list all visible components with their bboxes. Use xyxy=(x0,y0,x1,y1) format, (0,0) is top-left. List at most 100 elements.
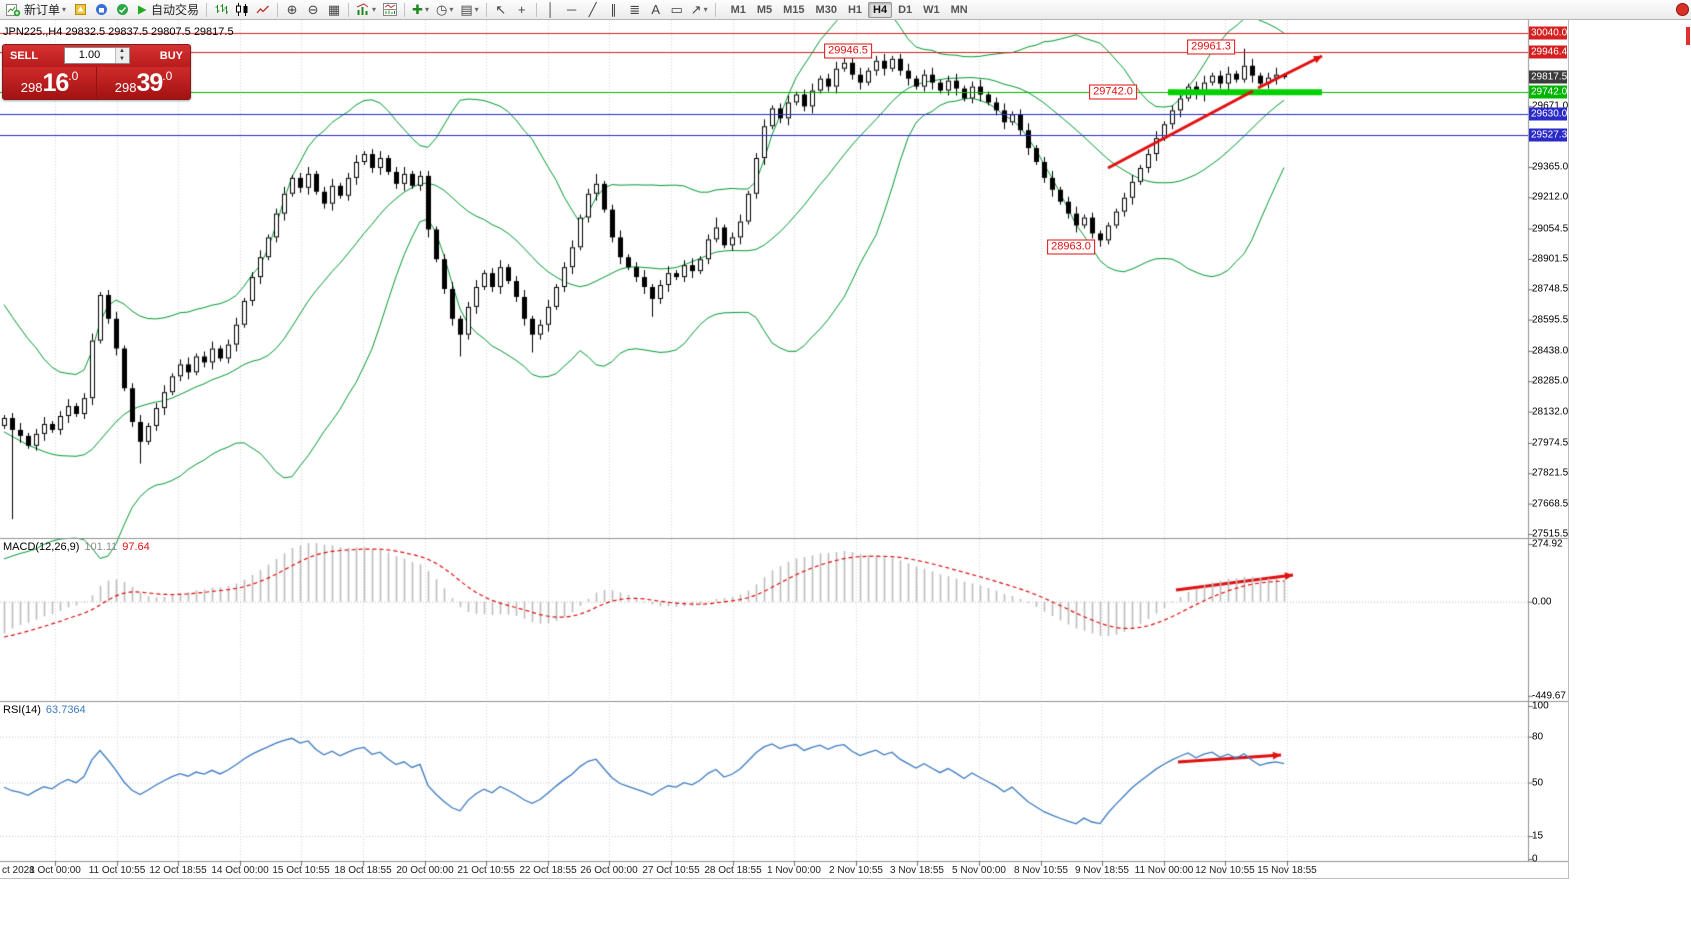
price-annotation[interactable]: 29742.0 xyxy=(1089,84,1137,100)
toolbar-separator xyxy=(485,2,487,17)
toolbar-separator xyxy=(206,2,208,17)
chart-ohlc-title: JPN225.,H4 29832.5 29837.5 29807.5 29817… xyxy=(3,26,234,38)
tf-button-h4[interactable]: H4 xyxy=(868,1,893,18)
toolbar-separator xyxy=(277,2,279,17)
time-axis-label: 14 Oct 00:00 xyxy=(211,865,269,876)
fibonacci-icon: ≣ xyxy=(629,2,641,17)
zoom-in-button[interactable]: ⊕ xyxy=(282,1,302,18)
tile-windows-button[interactable]: ▦ xyxy=(324,1,344,18)
rsi-scale-tick: 15 xyxy=(1532,830,1544,842)
time-axis-label: 3 Nov 18:55 xyxy=(890,865,944,876)
crosshair-button[interactable]: + xyxy=(512,1,532,18)
time-axis-label: 2 Nov 10:55 xyxy=(829,865,883,876)
horizontal-line-button[interactable]: ─ xyxy=(562,1,582,18)
autotrading-button[interactable]: 自动交易 xyxy=(133,1,202,18)
price-scale-tick: 28748.5 xyxy=(1532,283,1569,295)
tf-button-m1[interactable]: M1 xyxy=(726,2,751,18)
price-annotation[interactable]: 29946.5 xyxy=(824,43,872,59)
candlestick-chart-icon xyxy=(235,3,249,16)
channel-button[interactable]: ∥ xyxy=(604,1,624,18)
chart-window-right-border xyxy=(1568,20,1569,878)
rsi-name: RSI(14) xyxy=(3,704,41,716)
price-chart-canvas[interactable] xyxy=(0,20,1568,878)
volume-up-icon[interactable]: ▲ xyxy=(115,48,129,56)
tf-button-mn[interactable]: MN xyxy=(946,2,973,18)
price-scale-tick: 28901.5 xyxy=(1532,253,1569,265)
buy-button[interactable]: 298 39.0 xyxy=(97,67,190,99)
tf-button-w1[interactable]: W1 xyxy=(918,2,945,18)
tf-button-m30[interactable]: M30 xyxy=(811,2,842,18)
rsi-scale-tick: 50 xyxy=(1532,777,1544,788)
tf-button-m5[interactable]: M5 xyxy=(752,2,777,18)
sell-button[interactable]: 298 16.0 xyxy=(3,67,97,99)
time-axis-label: 18 Oct 18:55 xyxy=(334,865,392,876)
sell-label: SELL xyxy=(10,50,39,62)
timeframe-toolbar: M1 M5 M15 M30 H1 H4 D1 W1 MN xyxy=(726,1,973,18)
arrows-button[interactable]: ↗ ▾ xyxy=(688,1,711,18)
fibonacci-button[interactable]: ≣ xyxy=(625,1,645,18)
tf-button-d1[interactable]: D1 xyxy=(893,2,917,18)
cursor-button[interactable]: ↖ xyxy=(491,1,511,18)
bars-chart-button[interactable] xyxy=(211,1,231,18)
price-annotation[interactable]: 28963.0 xyxy=(1047,239,1095,255)
price-line-label: 29630.0 xyxy=(1529,107,1568,121)
toolbar: 新订单 ▾ 自动交易 ⊕ ⊖ ▦ ▾ ✚ ▾ ◷ ▾ ▤ ▾ ↖ + │ ─ ╱ ∥ ≣ A ▭ ↗ ▾ M1 M5 M15 M30 H… xyxy=(0,0,1691,20)
new-chart-icon: ✚ xyxy=(412,2,423,17)
vertical-line-button[interactable]: │ xyxy=(541,1,561,18)
toolbar-separator xyxy=(535,2,537,17)
horizontal-line-icon: ─ xyxy=(567,2,577,17)
indicator-windows-button[interactable] xyxy=(380,1,400,18)
indicator-window-icon xyxy=(383,3,398,16)
trendline-icon: ╱ xyxy=(588,2,597,17)
periods-button[interactable]: ◷ ▾ xyxy=(433,1,456,18)
volume-stepper[interactable]: 1.00 ▲ ▼ xyxy=(63,47,130,64)
price-scale-tick: 29671.0 xyxy=(1532,100,1569,112)
bars-chart-icon xyxy=(214,3,229,16)
tf-button-m15[interactable]: M15 xyxy=(778,2,809,18)
dropdown-arrow-icon: ▾ xyxy=(424,5,429,14)
time-axis-label: 11 Nov 00:00 xyxy=(1134,865,1194,876)
trendline-button[interactable]: ╱ xyxy=(583,1,603,18)
new-chart-button[interactable]: ✚ ▾ xyxy=(409,1,432,18)
label-button[interactable]: ▭ xyxy=(667,1,687,18)
price-scale-tick: 29054.5 xyxy=(1532,223,1569,235)
price-scale-tick: 27821.5 xyxy=(1532,467,1569,479)
price-scale[interactable]: 29671.0 29365.0 29212.0 29054.5 28901.5 28748… xyxy=(1528,20,1568,878)
autotrading-play-icon xyxy=(136,4,148,16)
sell-price-suffix: .0 xyxy=(68,69,79,83)
dropdown-arrow-icon: ▾ xyxy=(474,5,479,14)
market-button[interactable] xyxy=(91,1,111,18)
macd-main-value: 101.11 xyxy=(84,541,118,553)
signals-button[interactable] xyxy=(112,1,132,18)
price-annotation[interactable]: 29961.3 xyxy=(1187,39,1235,55)
arrows-tool-icon: ↗ xyxy=(690,2,702,17)
time-axis-label: 1 Nov 00:00 xyxy=(767,865,821,876)
candles-chart-button[interactable] xyxy=(232,1,252,18)
tf-button-h1[interactable]: H1 xyxy=(843,2,867,18)
volume-input[interactable]: 1.00 xyxy=(78,49,101,61)
zoom-out-button[interactable]: ⊖ xyxy=(303,1,323,18)
volume-down-icon[interactable]: ▼ xyxy=(115,55,129,63)
price-scale-tick: 27668.5 xyxy=(1532,498,1569,510)
macd-scale-tick: 0.00 xyxy=(1532,596,1552,608)
current-price-label: 29817.5 xyxy=(1529,70,1568,84)
line-chart-icon xyxy=(256,3,270,16)
new-order-button[interactable]: 新订单 ▾ xyxy=(3,1,69,18)
indicators-button[interactable]: ▾ xyxy=(353,1,379,18)
price-line-label: 29742.0 xyxy=(1529,85,1568,99)
price-scale-tick: 27974.5 xyxy=(1532,437,1569,449)
time-axis-label: 15 Nov 18:55 xyxy=(1257,865,1317,876)
dropdown-arrow-icon: ▾ xyxy=(703,5,708,14)
line-chart-button[interactable] xyxy=(253,1,273,18)
templates-button[interactable]: ▤ ▾ xyxy=(457,1,481,18)
window-edge-marker xyxy=(1686,27,1690,45)
connection-status-icon[interactable] xyxy=(1676,3,1689,16)
buy-price-big: 39 xyxy=(136,69,163,97)
metaeditor-button[interactable] xyxy=(70,1,90,18)
volume-spin-buttons[interactable]: ▲ ▼ xyxy=(114,48,129,63)
text-button[interactable]: A xyxy=(646,1,666,18)
text-icon: A xyxy=(651,2,660,17)
metaeditor-icon xyxy=(74,3,87,16)
rsi-scale-tick: 100 xyxy=(1532,700,1549,712)
label-icon: ▭ xyxy=(670,2,683,17)
